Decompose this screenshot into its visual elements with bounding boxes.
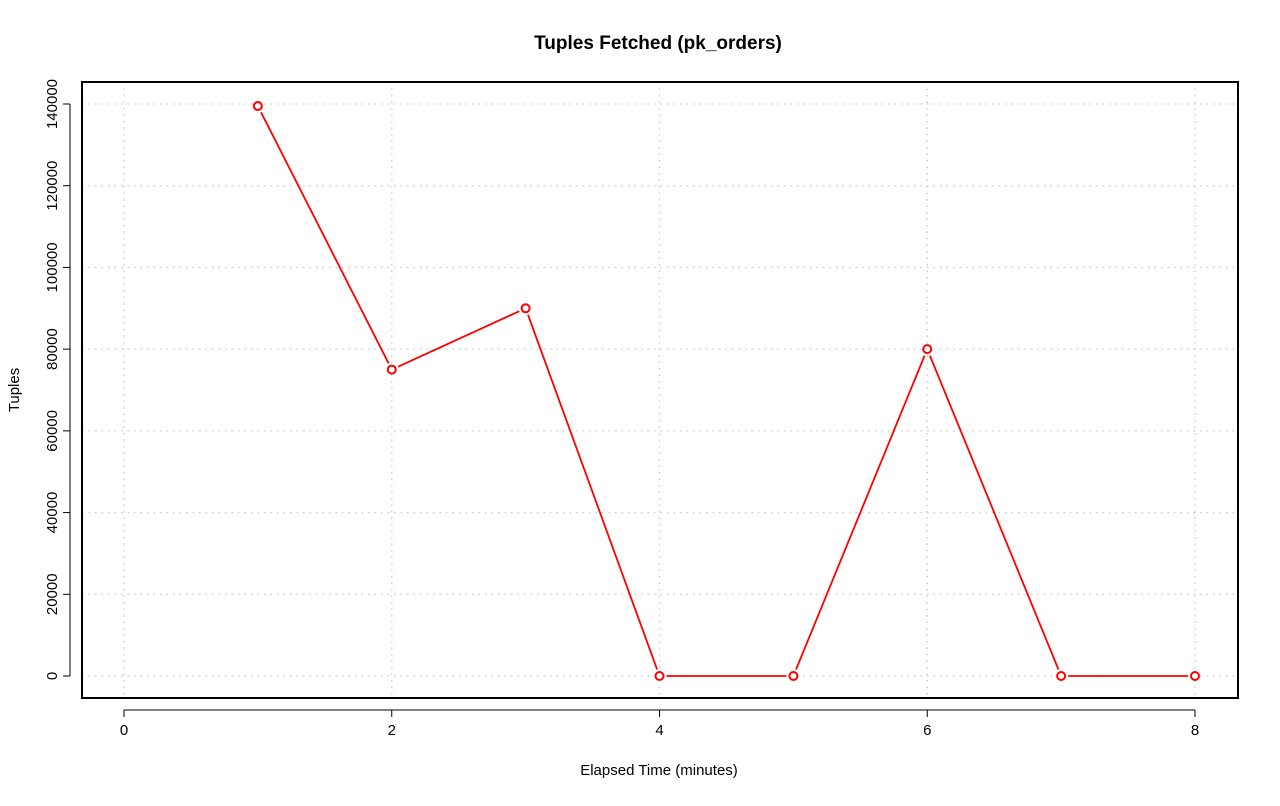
x-tick-label: 4: [655, 722, 663, 739]
x-tick-label: 2: [388, 722, 396, 739]
x-tick-label: 8: [1191, 722, 1199, 739]
series-line-segment: [397, 310, 520, 368]
y-axis: 0 20000 40000 60000 80000 100000 120000 140000: [44, 79, 71, 680]
data-point: [386, 364, 397, 375]
grid: [82, 82, 1238, 698]
y-tick-label: 0: [44, 672, 61, 680]
data-point: [252, 101, 263, 112]
y-tick-label: 40000: [44, 492, 61, 534]
y-tick-label: 60000: [44, 410, 61, 452]
x-tick-label: 6: [923, 722, 931, 739]
x-axis: 0 2 4 6 8: [120, 709, 1199, 739]
y-tick-label: 20000: [44, 573, 61, 615]
y-tick-label: 120000: [44, 161, 61, 211]
series-line-segment: [260, 111, 390, 364]
data-point: [654, 671, 665, 681]
data-point: [520, 303, 531, 314]
data-point: [1056, 671, 1067, 681]
series-line-segment: [795, 355, 926, 670]
x-tick-label: 0: [120, 722, 128, 739]
data-point: [1190, 671, 1200, 681]
series-layer: [252, 101, 1200, 681]
data-point: [922, 344, 933, 355]
series-line-segment: [929, 355, 1060, 670]
y-axis-label: Tuples: [6, 368, 23, 412]
x-axis-label: Elapsed Time (minutes): [580, 762, 738, 779]
y-tick-label: 80000: [44, 328, 61, 370]
data-point: [788, 671, 799, 681]
series-line-segment: [527, 314, 658, 670]
y-tick-label: 140000: [44, 79, 61, 129]
chart-title: Tuples Fetched (pk_orders): [534, 33, 782, 54]
plot-area-frame: [81, 81, 1239, 699]
y-tick-label: 100000: [44, 242, 61, 292]
